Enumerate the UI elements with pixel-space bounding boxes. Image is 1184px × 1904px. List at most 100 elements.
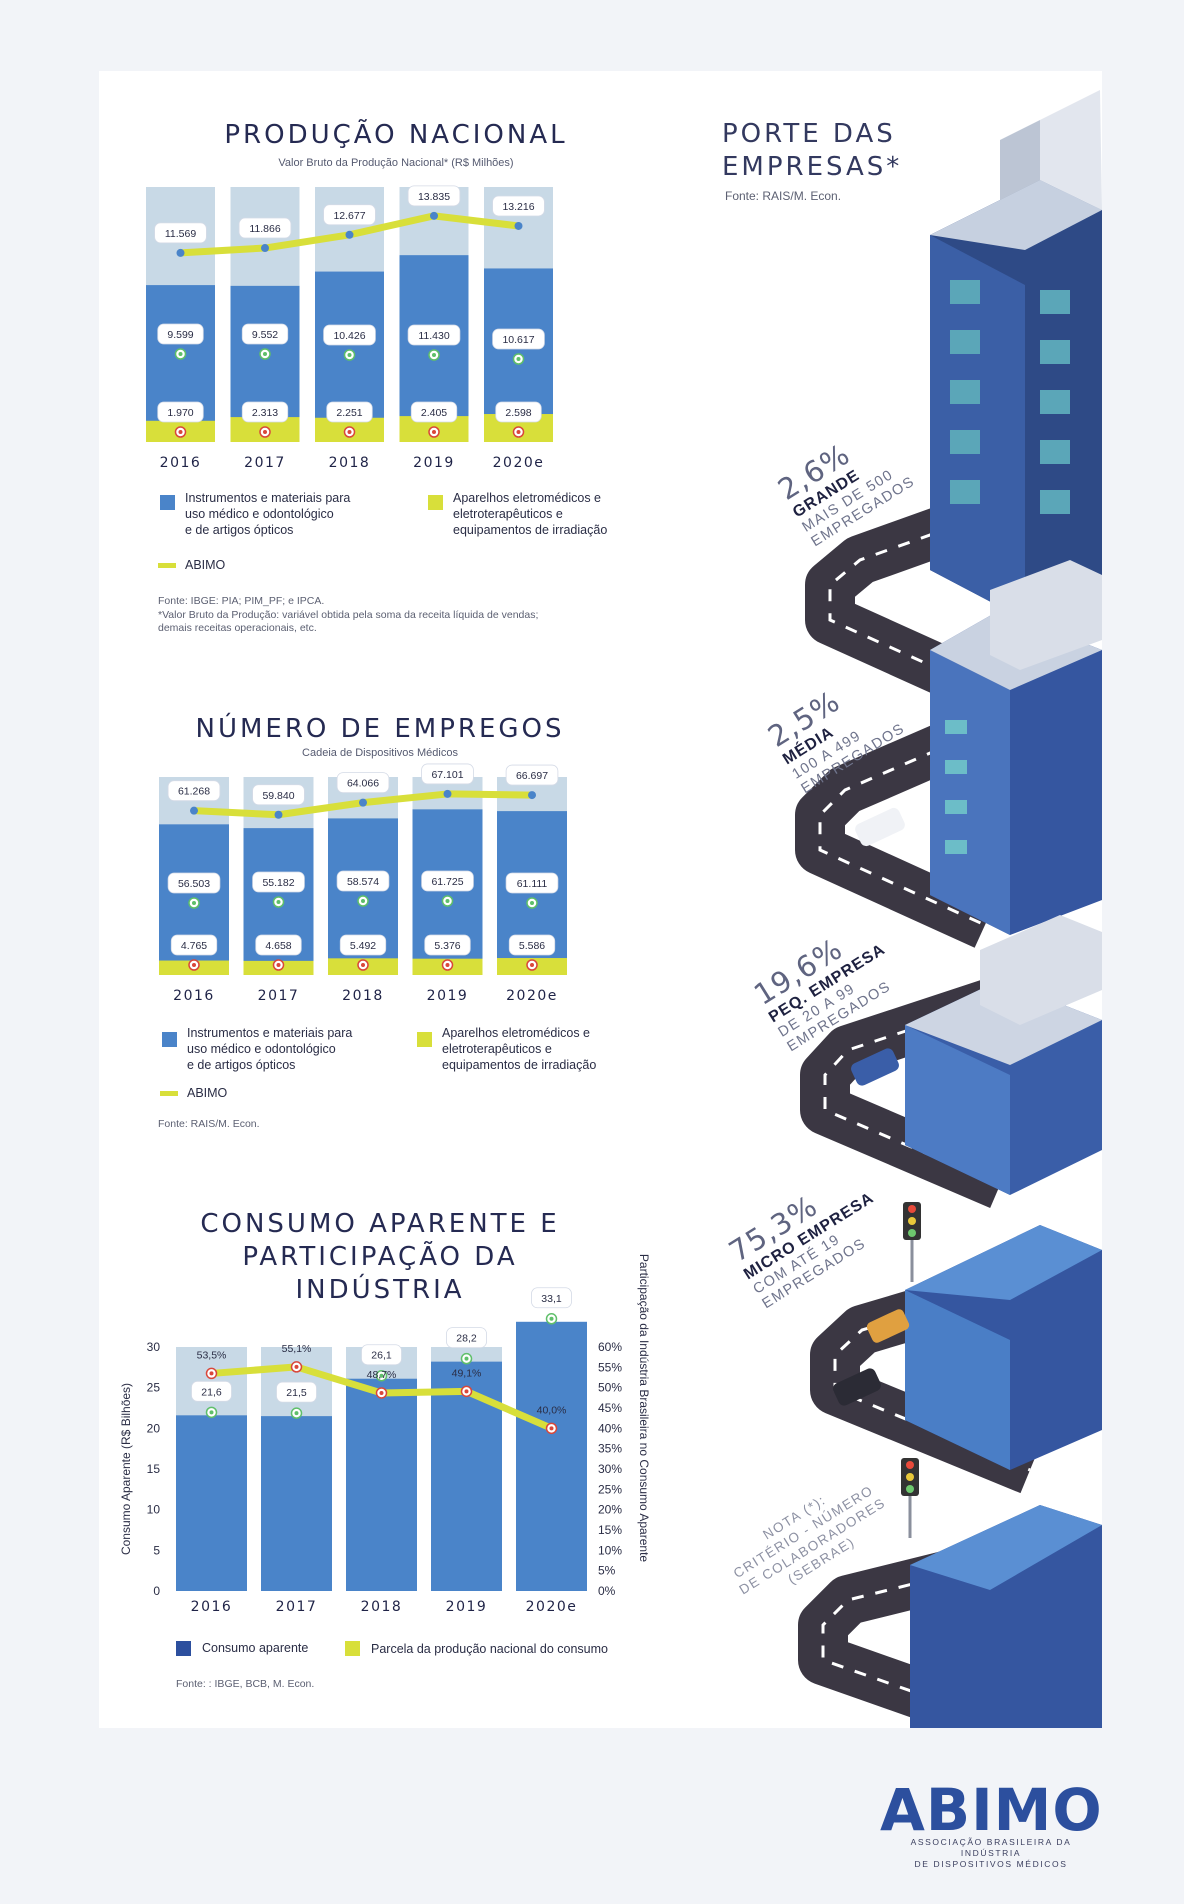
marker-consumo-dot bbox=[294, 1411, 299, 1416]
y2-tick-label: 0% bbox=[598, 1584, 616, 1598]
data-label-consumo-box bbox=[361, 1344, 402, 1366]
data-label-aparelhos: 2.313 bbox=[252, 407, 278, 419]
data-label-consumo-box bbox=[531, 1287, 572, 1309]
y2-tick-label: 30% bbox=[598, 1462, 622, 1476]
point-abimo bbox=[261, 244, 269, 253]
point-parcela-dot bbox=[379, 1390, 384, 1395]
data-label-instrumentos: 10.426 bbox=[333, 330, 365, 342]
y-axis-label: Consumo Aparente (R$ Bilhões) bbox=[119, 1383, 133, 1555]
y2-tick-label: 35% bbox=[598, 1442, 622, 1456]
data-label-abimo-box bbox=[238, 217, 292, 239]
chart1-title: PRODUÇÃO NACIONAL bbox=[224, 120, 568, 150]
data-label-instrumentos-box bbox=[241, 323, 289, 345]
data-label-abimo: 11.569 bbox=[165, 228, 196, 240]
road-markings bbox=[818, 508, 1051, 1728]
chart2-title: NÚMERO DE EMPREGOS bbox=[195, 714, 565, 744]
legend3-parcela: Parcela da produção nacional do consumo bbox=[371, 1642, 608, 1656]
data-label-instrumentos: 56.503 bbox=[178, 878, 210, 890]
data-label-abimo: 64.066 bbox=[347, 778, 379, 790]
data-label-aparelhos: 5.376 bbox=[434, 940, 460, 952]
data-label-consumo-box bbox=[446, 1327, 487, 1349]
marker-aparelhos-dot bbox=[192, 963, 196, 967]
point-abimo bbox=[345, 230, 354, 239]
data-label-abimo: 61.268 bbox=[178, 786, 210, 798]
legend2-abimo: ABIMO bbox=[187, 1086, 228, 1100]
y2-tick-label: 20% bbox=[598, 1503, 622, 1517]
chart2-source: Fonte: RAIS/M. Econ. bbox=[158, 1118, 260, 1130]
point-abimo bbox=[443, 789, 452, 798]
data-label-abimo-box bbox=[167, 780, 221, 802]
legend3-swatch-parcela bbox=[345, 1641, 360, 1656]
point-abimo bbox=[190, 806, 198, 815]
y-tick-label: 10 bbox=[147, 1503, 161, 1517]
y-tick-label: 5 bbox=[153, 1543, 160, 1557]
legend1-instrumentos: Instrumentos e materiais para uso médico … bbox=[185, 491, 351, 537]
data-label-consumo: 21,5 bbox=[286, 1387, 307, 1399]
data-label-instrumentos-box bbox=[505, 872, 559, 894]
legend1-swatch-aparelhos bbox=[428, 495, 443, 510]
data-label-abimo-box bbox=[421, 763, 474, 785]
data-label-aparelhos: 5.492 bbox=[350, 940, 376, 952]
legend1-aparelhos: Aparelhos eletromédicos e eletroterapêuti… bbox=[453, 491, 608, 537]
data-label-parcela: 40,0% bbox=[537, 1404, 567, 1416]
marker-instrumentos-dot bbox=[347, 353, 352, 357]
data-label-aparelhos-box bbox=[255, 934, 302, 956]
data-label-aparelhos-box bbox=[339, 934, 387, 956]
marker-aparelhos-dot bbox=[178, 430, 183, 434]
data-label-aparelhos: 1.970 bbox=[167, 407, 193, 419]
marker-aparelhos-dot bbox=[432, 430, 436, 434]
marker-instrumentos-dot bbox=[178, 352, 183, 356]
data-label-aparelhos: 2.405 bbox=[421, 407, 447, 419]
marker-aparelhos-dot bbox=[530, 963, 534, 967]
y2-tick-label: 5% bbox=[598, 1564, 616, 1578]
car-icon bbox=[833, 807, 910, 1406]
bar-consumo bbox=[516, 1321, 587, 1591]
legend2-instrumentos: Instrumentos e materiais para uso médico … bbox=[187, 1026, 353, 1072]
data-label-aparelhos-box bbox=[424, 934, 471, 956]
data-label-instrumentos-box bbox=[421, 870, 474, 892]
x-tick-label: 2019 bbox=[427, 988, 469, 1004]
marker-consumo-dot bbox=[549, 1316, 554, 1321]
bar-consumo bbox=[346, 1378, 417, 1591]
y-tick-label: 20 bbox=[147, 1421, 161, 1435]
data-label-aparelhos-box bbox=[508, 934, 556, 956]
x-tick-label: 2016 bbox=[160, 455, 202, 471]
legend1-swatch-abimo bbox=[158, 563, 176, 568]
point-parcela-dot bbox=[294, 1364, 299, 1369]
x-tick-label: 2018 bbox=[329, 455, 371, 471]
marker-aparelhos-dot bbox=[516, 430, 521, 434]
chart2-subtitle: Cadeia de Dispositivos Médicos bbox=[302, 747, 458, 759]
abimo-logo: ABIMO bbox=[880, 1776, 1103, 1844]
legend3-swatch-consumo bbox=[176, 1641, 191, 1656]
legend1-abimo: ABIMO bbox=[185, 558, 226, 572]
data-label-consumo: 26,1 bbox=[371, 1350, 392, 1362]
marker-instrumentos-dot bbox=[192, 901, 196, 905]
data-label-instrumentos: 9.552 bbox=[252, 329, 278, 341]
data-label-aparelhos: 2.598 bbox=[505, 407, 531, 419]
data-label-aparelhos-box bbox=[495, 401, 542, 423]
marker-aparelhos-dot bbox=[263, 430, 267, 434]
traffic-light-icon bbox=[901, 1202, 921, 1538]
marker-instrumentos-dot bbox=[361, 899, 365, 903]
data-label-abimo-box bbox=[492, 195, 545, 217]
data-label-abimo-box bbox=[336, 772, 390, 794]
legend2-swatch-abimo bbox=[160, 1091, 178, 1096]
data-label-instrumentos-box bbox=[336, 870, 390, 892]
data-label-instrumentos-box bbox=[323, 324, 376, 346]
data-label-aparelhos: 5.586 bbox=[519, 940, 545, 952]
data-label-consumo-box bbox=[191, 1380, 232, 1402]
x-tick-label: 2017 bbox=[244, 455, 286, 471]
data-label-instrumentos: 61.725 bbox=[431, 876, 463, 888]
data-label-abimo: 66.697 bbox=[516, 770, 548, 782]
marker-instrumentos-dot bbox=[432, 353, 436, 357]
y2-tick-label: 15% bbox=[598, 1523, 622, 1537]
x-tick-label: 2020e bbox=[526, 1599, 578, 1615]
data-label-abimo: 67.101 bbox=[431, 769, 463, 781]
point-parcela-dot bbox=[464, 1389, 469, 1394]
marker-aparelhos-dot bbox=[276, 963, 281, 967]
marker-instrumentos-dot bbox=[445, 899, 450, 903]
data-label-abimo-box bbox=[252, 784, 305, 806]
